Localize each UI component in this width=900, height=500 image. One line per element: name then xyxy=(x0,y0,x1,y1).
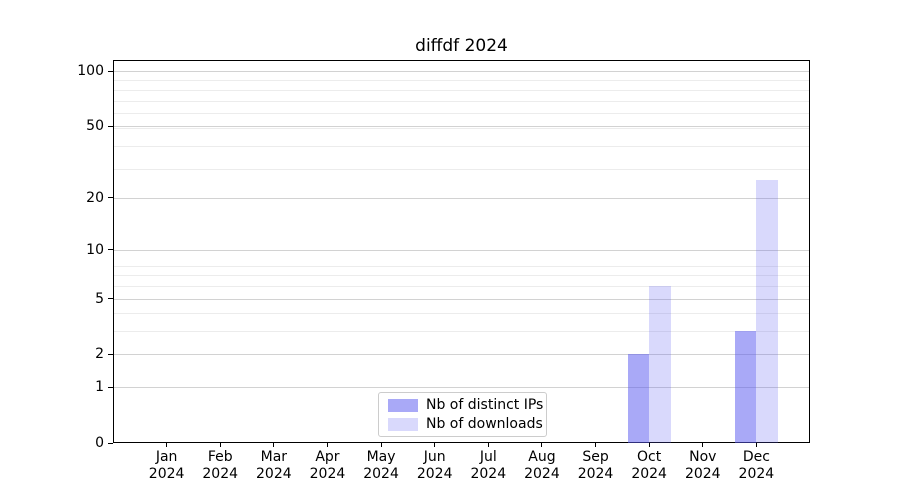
legend-item-downloads: Nb of downloads xyxy=(388,416,543,432)
y-tick-mark xyxy=(108,298,113,300)
x-tick-month: Dec xyxy=(742,449,770,465)
legend-swatch-downloads xyxy=(388,417,418,431)
x-tick-month: Jun xyxy=(423,449,446,465)
x-tick-year: 2024 xyxy=(416,466,453,482)
minor-gridline xyxy=(114,265,809,267)
minor-gridline xyxy=(114,168,809,170)
legend: Nb of distinct IPs Nb of downloads xyxy=(378,392,547,437)
y-tick-mark xyxy=(108,197,113,199)
x-tick-label: Apr 2024 xyxy=(297,449,357,483)
x-tick-year: 2024 xyxy=(256,466,292,482)
x-tick-mark xyxy=(166,443,168,447)
x-tick-month: Mar xyxy=(260,449,288,465)
y-tick-label: 20 xyxy=(86,189,104,206)
minor-gridline xyxy=(114,275,809,277)
bar-downloads-oct-2024 xyxy=(649,286,671,443)
minor-gridline xyxy=(114,80,809,82)
x-tick-mark xyxy=(595,443,597,447)
x-tick-year: 2024 xyxy=(577,466,614,482)
x-tick-label: Sep 2024 xyxy=(566,449,626,483)
x-tick-year: 2024 xyxy=(148,466,185,482)
legend-swatch-distinct-ips xyxy=(388,398,418,412)
legend-label-distinct-ips: Nb of distinct IPs xyxy=(426,396,544,413)
y-tick-mark xyxy=(108,353,113,355)
major-gridline xyxy=(114,298,809,300)
x-tick-month: May xyxy=(366,449,396,465)
chart-title: diffdf 2024 xyxy=(415,36,508,56)
x-tick-mark xyxy=(487,443,489,447)
x-tick-label: Jul 2024 xyxy=(458,449,518,483)
x-tick-month: Jul xyxy=(479,449,497,465)
minor-gridline xyxy=(114,145,809,147)
x-tick-year: 2024 xyxy=(738,466,775,482)
bar-distinct-ips-dec-2024 xyxy=(734,331,757,443)
x-tick-mark xyxy=(326,443,328,447)
major-gridline xyxy=(114,197,809,199)
x-tick-label: Oct 2024 xyxy=(619,449,679,483)
major-gridline xyxy=(114,126,809,128)
x-tick-mark xyxy=(755,443,757,447)
y-tick-label: 5 xyxy=(95,290,104,307)
plot-area xyxy=(113,60,810,443)
major-gridline xyxy=(114,387,809,389)
legend-item-distinct-ips: Nb of distinct IPs xyxy=(388,397,543,413)
minor-gridline xyxy=(114,112,809,114)
x-tick-year: 2024 xyxy=(309,466,346,482)
x-tick-year: 2024 xyxy=(684,466,721,482)
y-tick-mark xyxy=(108,386,113,388)
x-tick-month: Jan xyxy=(155,449,178,465)
major-gridline xyxy=(114,354,809,356)
x-tick-month: Aug xyxy=(528,449,556,465)
legend-label-downloads: Nb of downloads xyxy=(426,415,543,432)
y-tick-mark xyxy=(108,125,113,127)
x-tick-year: 2024 xyxy=(470,466,507,482)
major-gridline xyxy=(114,249,809,251)
bar-downloads-dec-2024 xyxy=(756,180,778,443)
y-tick-label: 50 xyxy=(86,118,104,135)
x-tick-label: Jun 2024 xyxy=(405,449,465,483)
x-tick-mark xyxy=(648,443,650,447)
x-tick-mark xyxy=(541,443,543,447)
x-tick-month: Oct xyxy=(637,449,662,465)
x-tick-year: 2024 xyxy=(202,466,239,482)
x-tick-label: Feb 2024 xyxy=(190,449,250,483)
x-tick-mark xyxy=(702,443,704,447)
minor-gridline xyxy=(114,127,809,129)
y-tick-mark xyxy=(108,442,113,444)
x-tick-month: Sep xyxy=(582,449,609,465)
major-gridline xyxy=(114,71,809,72)
x-tick-mark xyxy=(380,443,382,447)
y-tick-label: 10 xyxy=(86,241,104,258)
x-tick-month: Nov xyxy=(689,449,717,465)
y-tick-label: 0 xyxy=(95,435,104,451)
x-tick-year: 2024 xyxy=(631,466,667,482)
x-tick-month: Apr xyxy=(315,449,340,465)
x-tick-label: Mar 2024 xyxy=(244,449,304,483)
minor-gridline xyxy=(114,286,809,288)
minor-gridline xyxy=(114,331,809,333)
y-tick-mark xyxy=(108,70,113,72)
bar-distinct-ips-oct-2024 xyxy=(627,354,650,443)
x-tick-label: Nov 2024 xyxy=(673,449,733,483)
y-tick-label: 2 xyxy=(95,346,104,363)
x-tick-mark xyxy=(273,443,275,447)
y-tick-label: 100 xyxy=(77,63,104,79)
x-tick-mark xyxy=(219,443,221,447)
y-tick-mark xyxy=(108,249,113,251)
x-tick-year: 2024 xyxy=(363,466,399,482)
x-tick-label: Aug 2024 xyxy=(512,449,572,483)
x-tick-label: May 2024 xyxy=(351,449,411,483)
x-tick-year: 2024 xyxy=(524,466,560,482)
x-tick-label: Dec 2024 xyxy=(726,449,786,483)
x-tick-label: Jan 2024 xyxy=(137,449,197,483)
y-tick-label: 1 xyxy=(95,379,104,396)
minor-gridline xyxy=(114,100,809,102)
x-tick-month: Feb xyxy=(207,449,233,465)
minor-gridline xyxy=(114,89,809,91)
x-tick-mark xyxy=(434,443,436,447)
minor-gridline xyxy=(114,313,809,315)
